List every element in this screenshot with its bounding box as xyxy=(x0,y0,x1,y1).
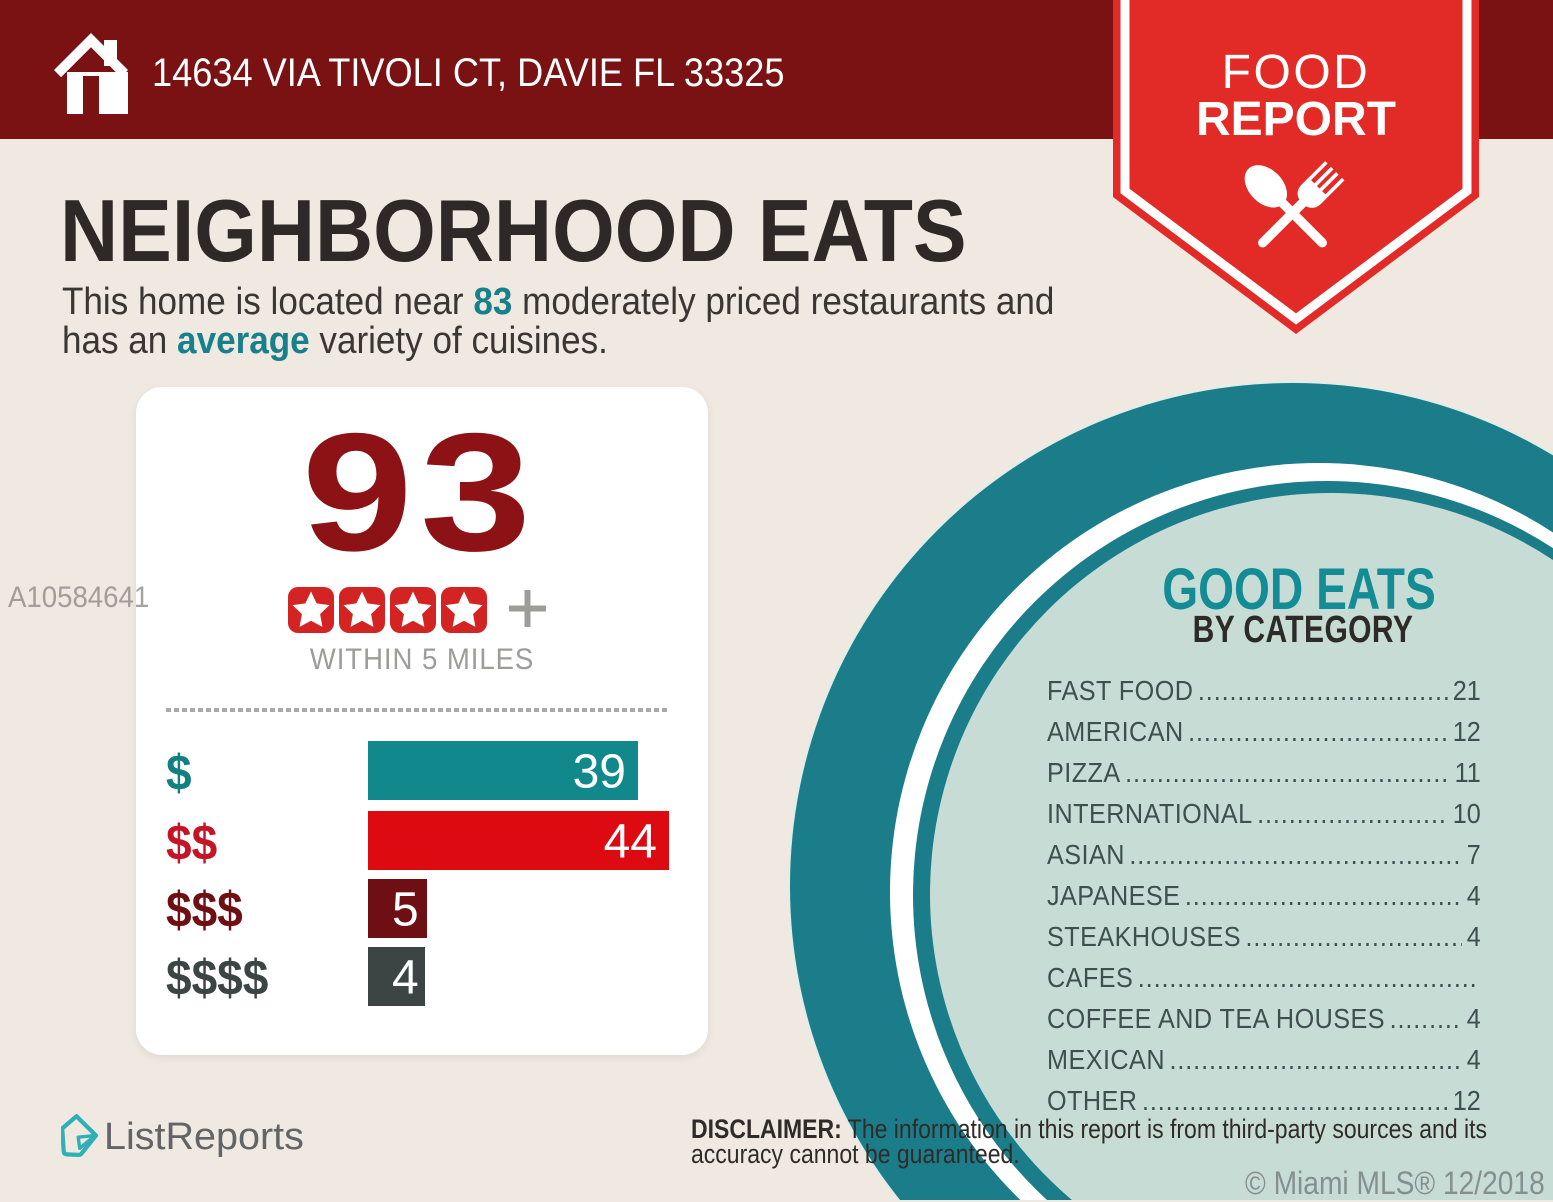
svg-text:REPORT: REPORT xyxy=(1196,93,1396,146)
svg-text:FOOD: FOOD xyxy=(1222,46,1371,99)
